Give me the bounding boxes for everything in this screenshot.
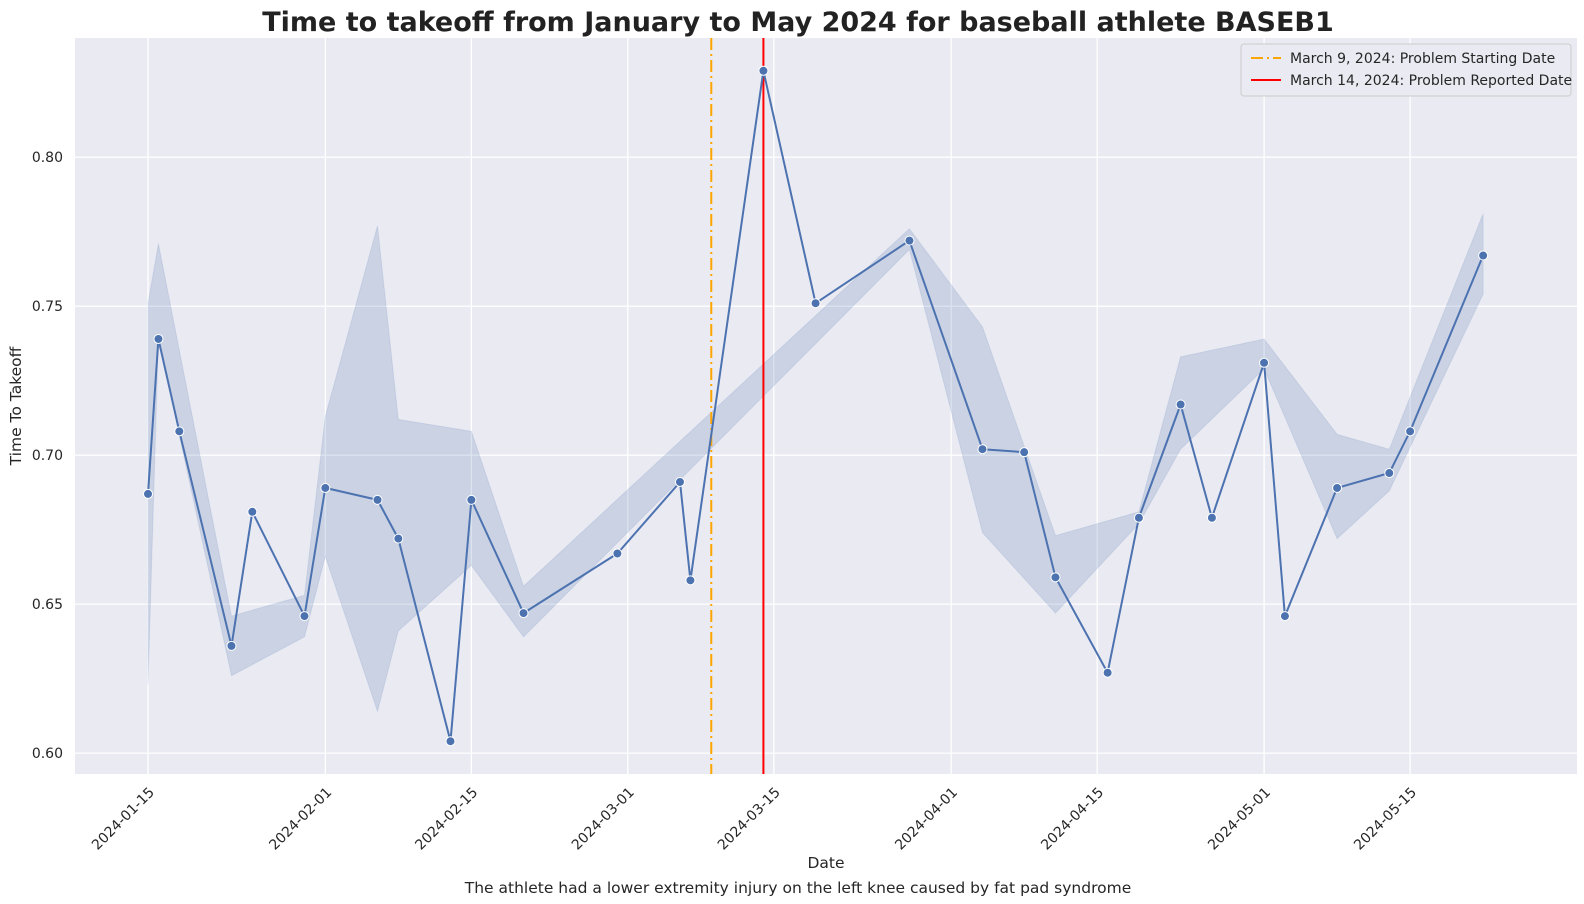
legend: March 9, 2024: Problem Starting Date Mar… [1240, 43, 1572, 97]
plot-area [75, 38, 1577, 774]
x-axis-label: Date [807, 854, 844, 872]
chart-title: Time to takeoff from January to May 2024… [262, 7, 1334, 38]
data-point [904, 235, 915, 246]
y-axis-ticks: 0.60 0.65 0.70 0.75 0.80 [32, 150, 63, 762]
data-point [674, 476, 685, 487]
data-point [299, 611, 310, 622]
y-tick-label: 0.70 [32, 448, 63, 464]
series-line [143, 65, 1489, 747]
data-point [810, 298, 821, 309]
grid [75, 38, 1577, 774]
data-point [977, 444, 988, 455]
confidence-band-area [147, 213, 1484, 714]
data-point [1332, 482, 1343, 493]
data-point [758, 65, 769, 76]
x-tick-label: 2024-01-15 [89, 785, 158, 854]
y-axis-label: Time To Takeoff [7, 346, 25, 466]
data-point [247, 506, 258, 517]
x-tick-label: 2024-04-15 [1038, 785, 1107, 854]
data-point [153, 333, 164, 344]
legend-label-problem-reported: March 14, 2024: Problem Reported Date [1290, 73, 1572, 89]
data-point [685, 575, 696, 586]
legend-box [1240, 43, 1572, 97]
y-tick-label: 0.65 [32, 597, 63, 613]
x-tick-label: 2024-02-15 [412, 785, 481, 854]
confidence-band [147, 213, 1484, 714]
data-point [1175, 399, 1186, 410]
data-point [1133, 512, 1144, 523]
data-point [518, 608, 529, 619]
y-tick-label: 0.75 [32, 299, 63, 315]
data-point [612, 548, 623, 559]
data-point [1050, 572, 1061, 583]
data-point [320, 482, 331, 493]
data-point [1102, 667, 1113, 678]
data-point [174, 426, 185, 437]
x-tick-label: 2024-03-01 [569, 785, 638, 854]
x-axis-ticks: 2024-01-15 2024-02-01 2024-02-15 2024-03-01… [89, 785, 1420, 854]
data-point [466, 494, 477, 505]
x-tick-label: 2024-05-01 [1205, 785, 1274, 854]
data-point [226, 640, 237, 651]
legend-label-problem-start: March 9, 2024: Problem Starting Date [1290, 51, 1555, 67]
data-point [393, 533, 404, 544]
x-tick-label: 2024-03-15 [715, 785, 784, 854]
x-tick-label: 2024-05-15 [1351, 785, 1420, 854]
x-tick-label: 2024-04-01 [892, 785, 961, 854]
data-point [1279, 611, 1290, 622]
y-tick-label: 0.80 [32, 150, 63, 166]
data-point [1384, 468, 1395, 479]
data-point [1206, 512, 1217, 523]
data-point [1019, 447, 1030, 458]
data-point [1478, 250, 1489, 261]
reference-lines [710, 38, 765, 774]
x-tick-label: 2024-02-01 [266, 785, 335, 854]
y-tick-label: 0.60 [32, 746, 63, 762]
chart-caption: The athlete had a lower extremity injury… [464, 879, 1131, 897]
data-point [143, 488, 154, 499]
data-point [1405, 426, 1416, 437]
data-point [372, 494, 383, 505]
data-point [445, 736, 456, 747]
data-point [1259, 357, 1270, 368]
